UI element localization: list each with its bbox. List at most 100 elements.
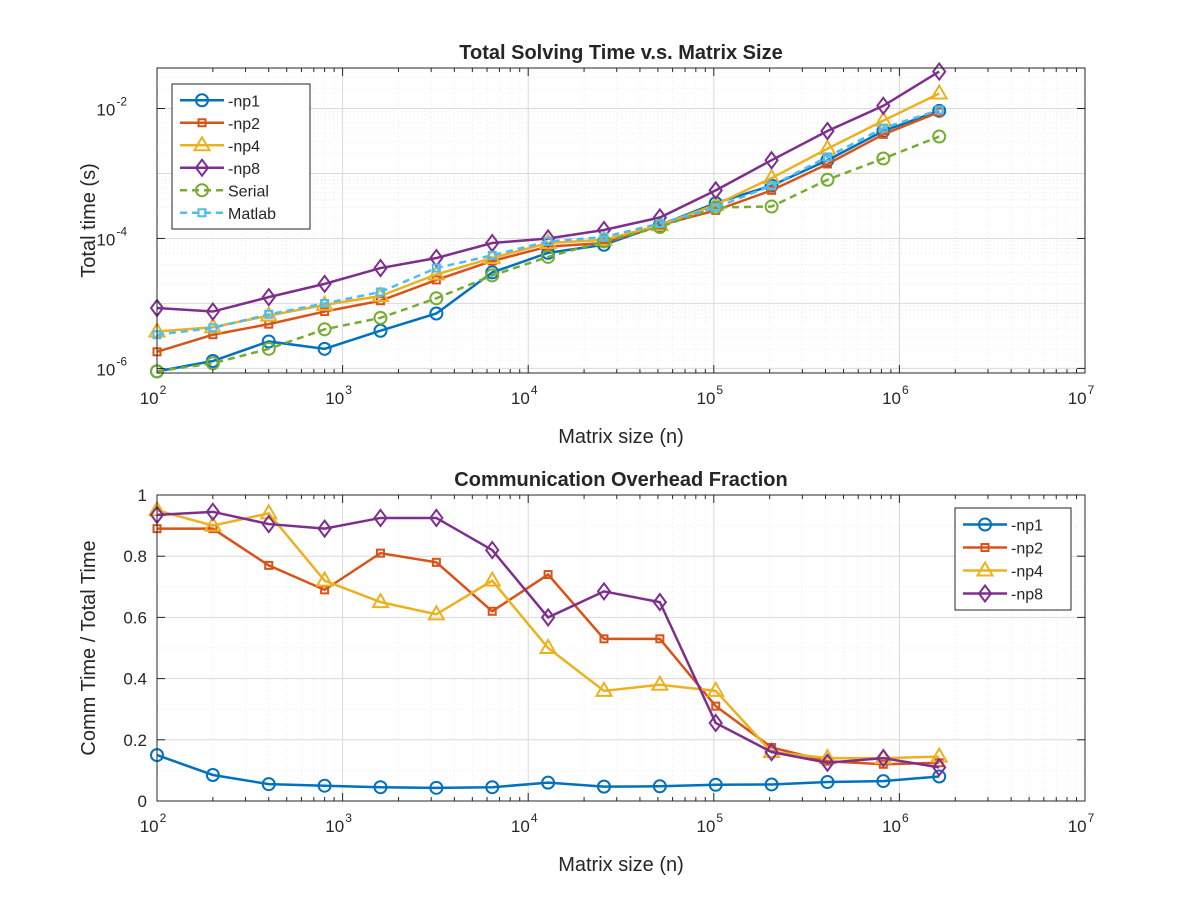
- data-point-np2: [767, 185, 777, 195]
- y-axis-label: Comm Time / Total Time: [78, 540, 100, 755]
- data-point-np8: [317, 518, 332, 539]
- data-point-np8: [205, 301, 221, 322]
- data-point-np2: [655, 634, 665, 644]
- data-point-np2: [320, 307, 330, 317]
- data-point-np1: [596, 779, 611, 794]
- data-point-np8: [484, 540, 500, 560]
- data-point-np8: [652, 592, 668, 612]
- y-tick-label: 10-2: [96, 94, 127, 119]
- data-point-np4: [929, 746, 949, 763]
- data-point-np8: [540, 607, 556, 628]
- legend-label: Serial: [228, 183, 269, 200]
- data-point-np8: [373, 508, 388, 528]
- series-line-np1: [156, 109, 940, 373]
- data-point-np1: [932, 769, 947, 784]
- legend: -np1 -np2 -np4 -np8: [954, 507, 1072, 611]
- x-tick-label: 103: [325, 811, 352, 836]
- data-point-matlab: [878, 123, 888, 133]
- data-point-np2: [375, 548, 385, 558]
- data-point-np4: [203, 515, 223, 532]
- x-tick-label: 105: [696, 383, 723, 408]
- data-point-matlab: [487, 250, 497, 260]
- data-point-serial: [764, 199, 779, 214]
- data-point-matlab: [208, 323, 218, 333]
- y-tick-label: 10-4: [96, 224, 127, 249]
- series-group: [147, 500, 949, 795]
- x-axis-label: Matrix size (n): [558, 426, 684, 448]
- data-point-np1: [652, 779, 667, 794]
- legend-item-np1: -np1: [180, 93, 260, 110]
- legend-label: -np2: [1011, 541, 1043, 558]
- data-point-np8: [429, 248, 444, 268]
- data-point-np2: [599, 634, 609, 644]
- legend-label: -np8: [1011, 587, 1043, 604]
- legend-label: -np4: [1011, 564, 1043, 581]
- data-point-np4: [259, 503, 278, 520]
- grid: [156, 494, 1086, 802]
- y-tick-label: 0.2: [123, 731, 147, 750]
- legend-swatch-marker: [195, 93, 209, 108]
- series-np8: [149, 502, 947, 778]
- data-point-serial: [429, 291, 444, 306]
- y-tick-label: 1: [138, 486, 147, 505]
- series-np1: [150, 748, 947, 795]
- legend-item-matlab: Matlab: [180, 206, 276, 223]
- data-point-np8: [876, 748, 891, 768]
- data-point-np1: [429, 306, 444, 321]
- data-point-np2: [487, 606, 497, 616]
- series-line-np1: [156, 753, 940, 790]
- legend-item-np2: -np2: [180, 116, 260, 133]
- legend-box: [171, 83, 311, 230]
- data-point-np8: [373, 258, 388, 278]
- data-point-np8: [261, 287, 276, 307]
- data-point-np8: [931, 757, 947, 778]
- data-point-np4: [315, 570, 334, 587]
- data-point-np8: [708, 713, 723, 733]
- y-tick-label: 0.8: [123, 547, 147, 566]
- data-point-serial: [876, 151, 891, 166]
- legend-item-np8: -np8: [963, 583, 1043, 604]
- x-tick-label: 102: [140, 383, 167, 408]
- data-point-np1: [261, 777, 276, 792]
- data-point-np4: [538, 637, 558, 654]
- total-time-plot: 102 103 104 105 106 107 10-6 10-4 10-2 Total Solv…: [78, 42, 1095, 448]
- data-point-np4: [929, 83, 949, 100]
- data-point-serial: [541, 249, 556, 264]
- data-point-np8: [205, 502, 221, 522]
- data-point-np1: [205, 767, 220, 782]
- series-line-np4: [156, 509, 940, 760]
- data-point-np1: [876, 774, 891, 789]
- series-line-matlab: [156, 108, 940, 336]
- legend-swatch-marker: [197, 208, 207, 218]
- legend-item-np2: -np2: [963, 541, 1043, 558]
- data-point-np8: [429, 508, 444, 528]
- data-point-np1: [317, 778, 332, 793]
- data-point-serial: [708, 200, 723, 215]
- data-point-np8: [652, 207, 668, 228]
- y-axis-ticks: 0 0.2 0.4 0.6 0.8 1: [123, 486, 1085, 811]
- data-point-np2: [711, 701, 721, 711]
- legend-label: -np2: [228, 116, 260, 133]
- chart-title: Communication Overhead Fraction: [454, 469, 787, 491]
- x-tick-label: 107: [1068, 811, 1095, 836]
- x-axis-label: Matrix size (n): [558, 854, 684, 876]
- series-serial: [150, 129, 947, 379]
- data-point-np8: [820, 121, 835, 141]
- legend-label: -np1: [228, 93, 260, 110]
- legend-item-np4: -np4: [180, 135, 260, 155]
- data-point-matlab: [711, 202, 721, 212]
- data-point-matlab: [320, 298, 330, 308]
- y-tick-label: 0.6: [123, 608, 147, 627]
- legend-swatch-marker: [975, 560, 995, 577]
- data-point-np8: [931, 61, 947, 82]
- x-tick-label: 104: [511, 383, 538, 408]
- y-tick-label: 0.4: [123, 670, 147, 689]
- data-point-np8: [708, 180, 723, 201]
- data-point-matlab: [822, 152, 832, 162]
- legend-swatch-marker: [197, 118, 207, 128]
- legend-label: -np8: [228, 161, 260, 178]
- chart-title: Total Solving Time v.s. Matrix Size: [459, 42, 782, 64]
- data-point-np1: [764, 777, 779, 792]
- data-point-np4: [427, 264, 446, 281]
- data-point-serial: [317, 322, 332, 337]
